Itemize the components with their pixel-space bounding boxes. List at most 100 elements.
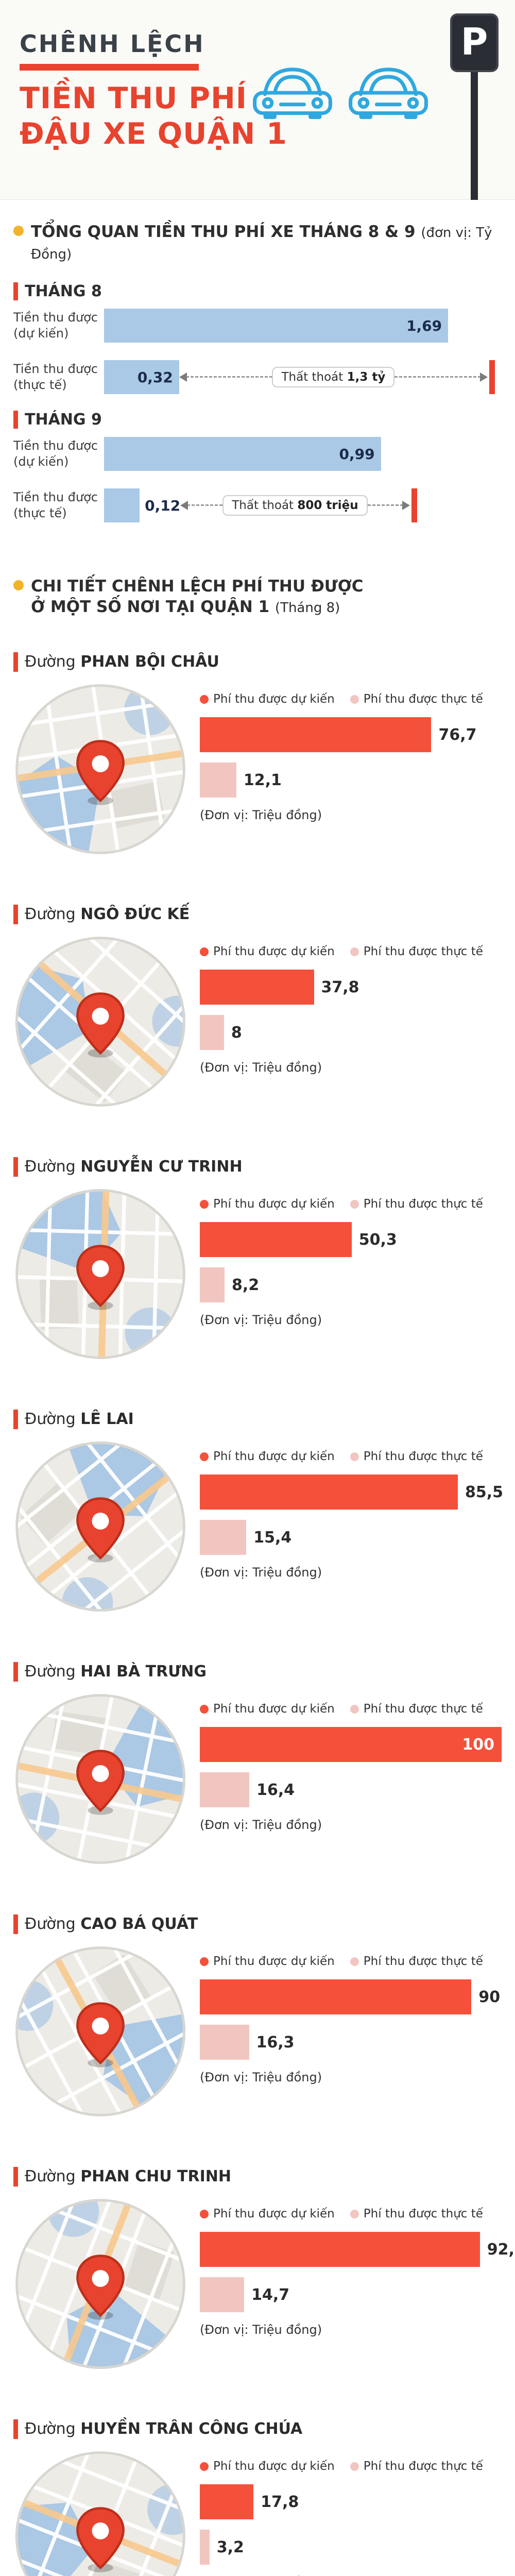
legend-expected-dot: [200, 694, 209, 704]
street-map: [15, 937, 185, 1107]
street-header: Đường NGUYỄN CƯ TRINH: [13, 1157, 502, 1177]
actual-value: 3,2: [216, 2538, 244, 2556]
expected-bar: [200, 970, 314, 1005]
title-line-1: CHÊNH LỆCH: [20, 30, 205, 58]
legend-expected-dot: [200, 947, 209, 956]
title-underline: [20, 64, 199, 71]
detail-title-line-1: CHI TIẾT CHÊNH LỆCH PHÍ THU ĐƯỢC: [31, 577, 364, 596]
actual-bar: [200, 1015, 224, 1050]
street-section-phan-boi-chau: Đường PHAN BỘI CHÂU Phí thu được dự kiến…: [0, 652, 515, 854]
street-header: Đường HUYỀN TRÂN CÔNG CHÚA: [13, 2419, 502, 2439]
loss-value: 800 triệu: [297, 499, 358, 512]
actual-bar: [200, 2530, 210, 2565]
expected-value: 37,8: [321, 978, 359, 996]
bar-value: 1,69: [406, 317, 442, 334]
street-map: [15, 2199, 185, 2369]
title-line-3: ĐẬU XE QUẬN 1: [20, 117, 287, 151]
row-label: Tiền thu được (dự kiến): [13, 438, 98, 469]
street-section-cao-ba-quat: Đường CAO BÁ QUÁT Phí thu được dự kiến P…: [0, 1914, 515, 2116]
street-map: [15, 684, 185, 854]
chart-legend: Phí thu được dự kiến Phí thu được thực t…: [200, 1702, 502, 1716]
parking-sign-letter: P: [450, 13, 499, 72]
expected-value: 17,8: [261, 2493, 299, 2511]
legend-expected-dot: [200, 1452, 209, 1461]
street-chart: Phí thu được dự kiến Phí thu được thực t…: [200, 1694, 502, 1832]
expected-value: 76,7: [438, 725, 477, 744]
unit-caption: (Đơn vị: Triệu đồng): [200, 2575, 502, 2576]
street-map: [15, 1189, 185, 1359]
loss-annotation: Thất thoát 1,3 tỷ: [179, 360, 488, 394]
street-section-nguyen-cu-trinh: Đường NGUYỄN CƯ TRINH Phí thu được dự ki…: [0, 1157, 515, 1359]
street-chart: Phí thu được dự kiến Phí thu được thực t…: [200, 1442, 504, 1580]
actual-bar: 0,32: [104, 360, 179, 394]
legend-actual-dot: [350, 1704, 359, 1714]
overview-title: TỔNG QUAN TIỀN THU PHÍ XE THÁNG 8 & 9 (đ…: [0, 200, 515, 269]
unit-caption: (Đơn vị: Triệu đồng): [200, 1060, 322, 1075]
actual-bar: [200, 2277, 245, 2312]
month-8-block: THÁNG 8 Tiền thu được (dự kiến) 1,69 Tiề…: [0, 282, 515, 397]
street-map: [15, 1694, 185, 1864]
parking-sign-pole: [471, 72, 478, 200]
car-icon: [344, 61, 433, 123]
actual-bar: [200, 1520, 247, 1555]
arrow-right-icon: [479, 372, 488, 382]
street-chart: Phí thu được dự kiến Phí thu được thực t…: [200, 1189, 502, 1327]
expected-value: 85,5: [465, 1483, 504, 1501]
expected-value: 90: [478, 1988, 501, 2006]
car-icon: [248, 61, 337, 123]
street-header: Đường LÊ LAI: [13, 1410, 502, 1429]
street-header: Đường PHAN CHU TRINH: [13, 2167, 502, 2187]
legend-expected-dot: [200, 1704, 209, 1714]
actual-value: 12,1: [243, 771, 282, 789]
legend-actual-dot: [350, 1452, 359, 1461]
loss-prefix: Thất thoát: [281, 370, 344, 384]
unit-caption: (Đơn vị: Triệu đồng): [200, 1565, 322, 1580]
expected-bar: [200, 2484, 254, 2519]
detail-title-line-2: Ở MỘT SỐ NƠI TẠI QUẬN 1: [31, 598, 270, 616]
legend-actual-dot: [350, 947, 359, 956]
expected-row: Tiền thu được (dự kiến) 0,99: [13, 434, 515, 474]
expected-bar: [200, 1979, 472, 2014]
month-9-block: THÁNG 9 Tiền thu được (dự kiến) 0,99 Tiề…: [0, 411, 515, 526]
expected-row: Tiền thu được (dự kiến) 1,69: [13, 306, 515, 346]
expected-value: 100: [462, 1735, 494, 1754]
street-header: Đường HAI BÀ TRƯNG: [13, 1662, 502, 1682]
arrow-right-icon: [402, 501, 410, 510]
expected-bar: [200, 1222, 352, 1257]
arrow-left-icon: [180, 501, 188, 510]
row-label: Tiền thu được (thực tế): [13, 362, 98, 392]
chart-legend: Phí thu được dự kiến Phí thu được thực t…: [200, 1450, 502, 1463]
street-section-huyen-tran-cong-chua: Đường HUYỀN TRÂN CÔNG CHÚA Phí thu được …: [0, 2419, 515, 2576]
bar-value: 0,12: [145, 497, 181, 514]
loss-annotation: Thất thoát 800 triệu: [180, 488, 410, 522]
street-chart: Phí thu được dự kiến Phí thu được thực t…: [200, 1946, 502, 2084]
loss-prefix: Thất thoát: [232, 499, 294, 512]
street-map: [15, 1442, 185, 1612]
chart-legend: Phí thu được dự kiến Phí thu được thực t…: [200, 1955, 502, 1968]
actual-value: 8: [231, 1023, 242, 1042]
detail-title-note: (Tháng 8): [274, 600, 340, 616]
chart-legend: Phí thu được dự kiến Phí thu được thực t…: [200, 2460, 502, 2473]
legend-actual-dot: [350, 2209, 359, 2218]
actual-value: 16,4: [256, 1781, 295, 1799]
actual-bar: [200, 1772, 250, 1807]
legend-actual-dot: [350, 1199, 359, 1209]
street-map: [15, 1946, 185, 2116]
expected-level-marker: [489, 360, 495, 394]
unit-caption: (Đơn vị: Triệu đồng): [200, 1313, 322, 1327]
actual-value: 14,7: [251, 2285, 290, 2304]
actual-bar: [200, 1267, 225, 1302]
street-section-hai-ba-trung: Đường HAI BÀ TRƯNG Phí thu được dự kiến …: [0, 1662, 515, 1864]
header: CHÊNH LỆCH TIỀN THU PHÍ ĐẬU XE QUẬN 1 P: [0, 0, 515, 200]
chart-legend: Phí thu được dự kiến Phí thu được thực t…: [200, 1197, 502, 1211]
legend-actual-dot: [350, 2462, 359, 2471]
bar-value: 0,99: [339, 445, 375, 463]
expected-value: 92,8: [487, 2240, 515, 2259]
chart-legend: Phí thu được dự kiến Phí thu được thực t…: [200, 945, 502, 958]
expected-value: 50,3: [358, 1230, 397, 1249]
actual-value: 16,3: [256, 2033, 295, 2052]
overview-title-text: TỔNG QUAN TIỀN THU PHÍ XE THÁNG 8 & 9: [31, 223, 416, 241]
street-chart: Phí thu được dự kiến Phí thu được thực t…: [200, 2199, 515, 2337]
street-header: Đường PHAN BỘI CHÂU: [13, 652, 502, 672]
actual-row: Tiền thu được (thực tế) 0,32 Thất thoát …: [13, 357, 515, 397]
